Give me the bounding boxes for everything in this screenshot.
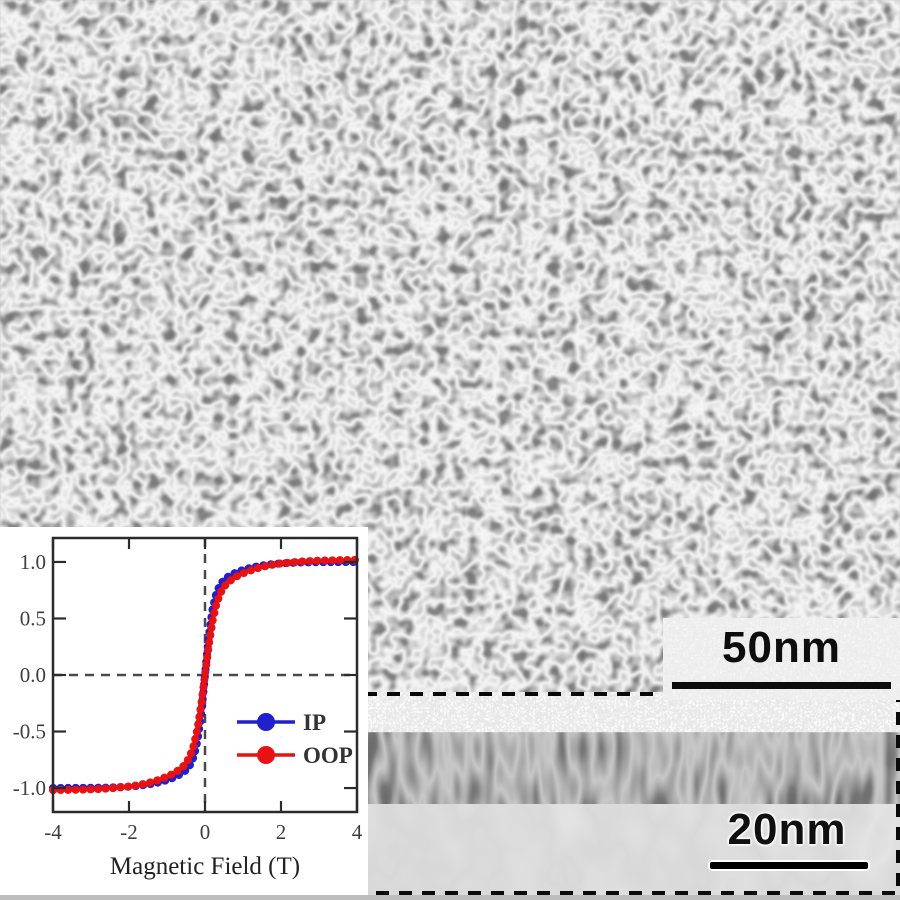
magnetization-chart-inset: -4 -2 0 2 4 1.0 0.5 0.0 -0.5 -1.0 Magnetic Field (…	[0, 527, 368, 895]
x-tick-label: -4	[44, 820, 62, 844]
cross-section-tem-image	[362, 692, 900, 895]
cross-section-overlay: 20nm	[362, 692, 900, 895]
x-tick-label: 2	[276, 820, 287, 844]
scalebar-50nm-box: 50nm	[663, 618, 900, 700]
substrate-band	[362, 804, 900, 895]
scalebar-50nm-label: 50nm	[722, 623, 841, 672]
x-tick-label: -2	[120, 820, 138, 844]
y-tick-label: 1.0	[20, 550, 46, 574]
x-axis-label: Magnetic Field (T)	[110, 853, 300, 880]
x-tick-label: 0	[200, 820, 211, 844]
granular-column-band	[362, 732, 900, 808]
legend-marker-ip	[257, 713, 275, 731]
scalebar-20nm-bar	[708, 860, 870, 871]
y-tick-label: -1.0	[13, 776, 46, 800]
y-tick-label: -0.5	[13, 720, 46, 744]
x-tick-label: 4	[352, 820, 363, 844]
legend-label-ip: IP	[303, 710, 326, 735]
magnetization-chart: -4 -2 0 2 4 1.0 0.5 0.0 -0.5 -1.0 Magnetic Field (…	[13, 536, 363, 880]
scalebar-20nm-label: 20nm	[727, 805, 847, 854]
series-oop	[49, 555, 361, 795]
scalebar-50nm-bar	[672, 682, 891, 689]
y-tick-label: 0.0	[20, 663, 46, 687]
y-tick-label: 0.5	[20, 606, 46, 630]
legend-label-oop: OOP	[303, 743, 353, 768]
legend-marker-oop	[257, 746, 275, 764]
